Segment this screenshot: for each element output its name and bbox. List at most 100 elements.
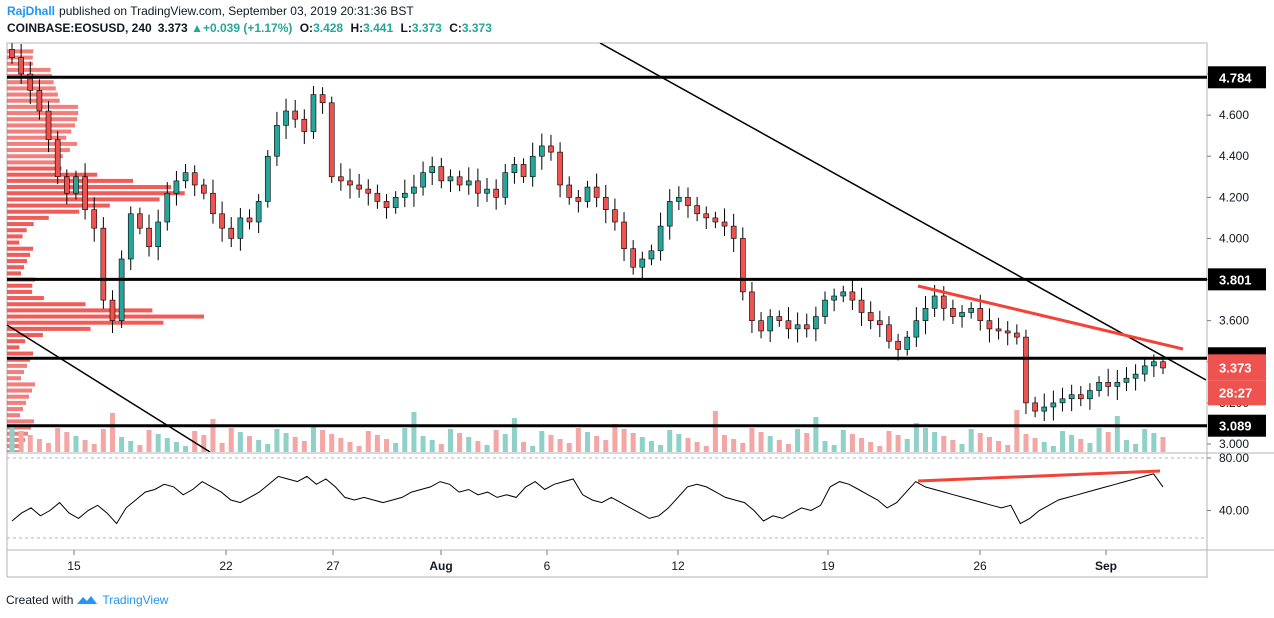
candle (456, 170, 463, 192)
candle (813, 306, 819, 342)
candle-body (155, 221, 161, 247)
candle (529, 142, 536, 187)
volume-bar (859, 438, 865, 452)
volume-bar (913, 423, 919, 452)
candle-body (529, 155, 536, 178)
candle (255, 194, 262, 234)
candle-body (365, 188, 372, 194)
volume-bar (173, 442, 179, 452)
candle (246, 209, 253, 230)
descending-trendline (599, 43, 1206, 381)
candle-body (813, 316, 819, 330)
volume-profile-bar (7, 394, 29, 399)
candle-body (228, 227, 235, 239)
volume-profile-bar (7, 388, 32, 393)
candle-body (475, 180, 481, 194)
volume-profile-bar (7, 228, 27, 233)
candle (657, 212, 664, 261)
volume-bar (776, 440, 782, 452)
volume-bar (27, 435, 33, 452)
candle-body (758, 320, 764, 332)
volume-profile-bar (7, 333, 43, 338)
candle-body (191, 172, 198, 186)
volume-bar (210, 419, 216, 452)
volume-profile-bar (7, 246, 34, 251)
candle (1050, 390, 1057, 421)
candle-body (895, 340, 901, 350)
volume-profile-bar (7, 129, 72, 134)
candle-body (685, 197, 691, 206)
volume-bar (256, 440, 262, 452)
price-pane (7, 43, 1206, 452)
candle-body (274, 125, 280, 157)
candle-body (401, 192, 408, 198)
volume-bar (502, 434, 508, 452)
candle-body (877, 320, 883, 326)
candle-body (1032, 402, 1038, 412)
candle (82, 163, 88, 220)
candle-body (785, 320, 792, 330)
countdown-tag (1208, 380, 1266, 406)
candle-body (959, 312, 965, 317)
candle (886, 316, 892, 349)
candle-body (456, 176, 463, 186)
time-axis-label: Sep (1095, 559, 1117, 573)
volume-bar (557, 439, 563, 452)
volume-profile-bar (7, 370, 24, 375)
candle-body (146, 227, 152, 247)
candle-body (621, 221, 627, 250)
candle-body (219, 213, 225, 229)
tradingview-logo-icon (77, 596, 98, 604)
volume-bar (712, 411, 718, 452)
volume-profile-bar (7, 425, 31, 430)
candle (666, 189, 673, 240)
candle-body (237, 217, 244, 239)
candle-body (666, 201, 673, 227)
candle (283, 98, 289, 139)
volume-bar (374, 435, 380, 452)
volume-profile-bar (7, 67, 51, 72)
volume-bar (795, 429, 801, 452)
volume-profile-bar (7, 339, 26, 344)
volume-profile-bar (7, 345, 20, 350)
author-name[interactable]: RajDhall (7, 4, 56, 18)
candle-body (694, 205, 700, 215)
volume-profile-bar (7, 191, 185, 196)
candle (1114, 370, 1121, 401)
volume-bar (749, 428, 755, 452)
volume-bar (1105, 432, 1111, 452)
volume-bar (475, 441, 481, 452)
volume-profile-bar (7, 135, 67, 140)
volume-bar (155, 434, 161, 452)
volume-bar (228, 428, 234, 452)
candle (712, 211, 719, 229)
candle (566, 176, 573, 205)
volume-profile-bar (7, 259, 28, 264)
candle-body (356, 184, 362, 190)
candle (118, 250, 125, 329)
candle (347, 168, 353, 199)
candle-body (18, 57, 24, 75)
price-axis-label: 3.600 (1219, 314, 1249, 328)
candle (182, 164, 189, 189)
candle-body (54, 139, 61, 178)
candle-body (347, 180, 353, 186)
tradingview-brand[interactable]: TradingView (102, 593, 169, 607)
volume-profile-bar (7, 376, 21, 381)
volume-profile-bar (7, 166, 62, 171)
candle-body (210, 192, 216, 215)
candle-body (118, 258, 125, 321)
volume-profile-bar (7, 117, 78, 122)
candle-body (484, 188, 490, 194)
volume-profile-bar (7, 178, 134, 183)
candle (1004, 321, 1011, 346)
candle-body (429, 166, 436, 173)
candle (1077, 386, 1084, 407)
candle (493, 179, 499, 210)
candle (1123, 367, 1130, 391)
candle (73, 170, 79, 200)
candle-body (794, 324, 801, 330)
candle-body (1041, 406, 1048, 412)
candle (264, 150, 271, 208)
